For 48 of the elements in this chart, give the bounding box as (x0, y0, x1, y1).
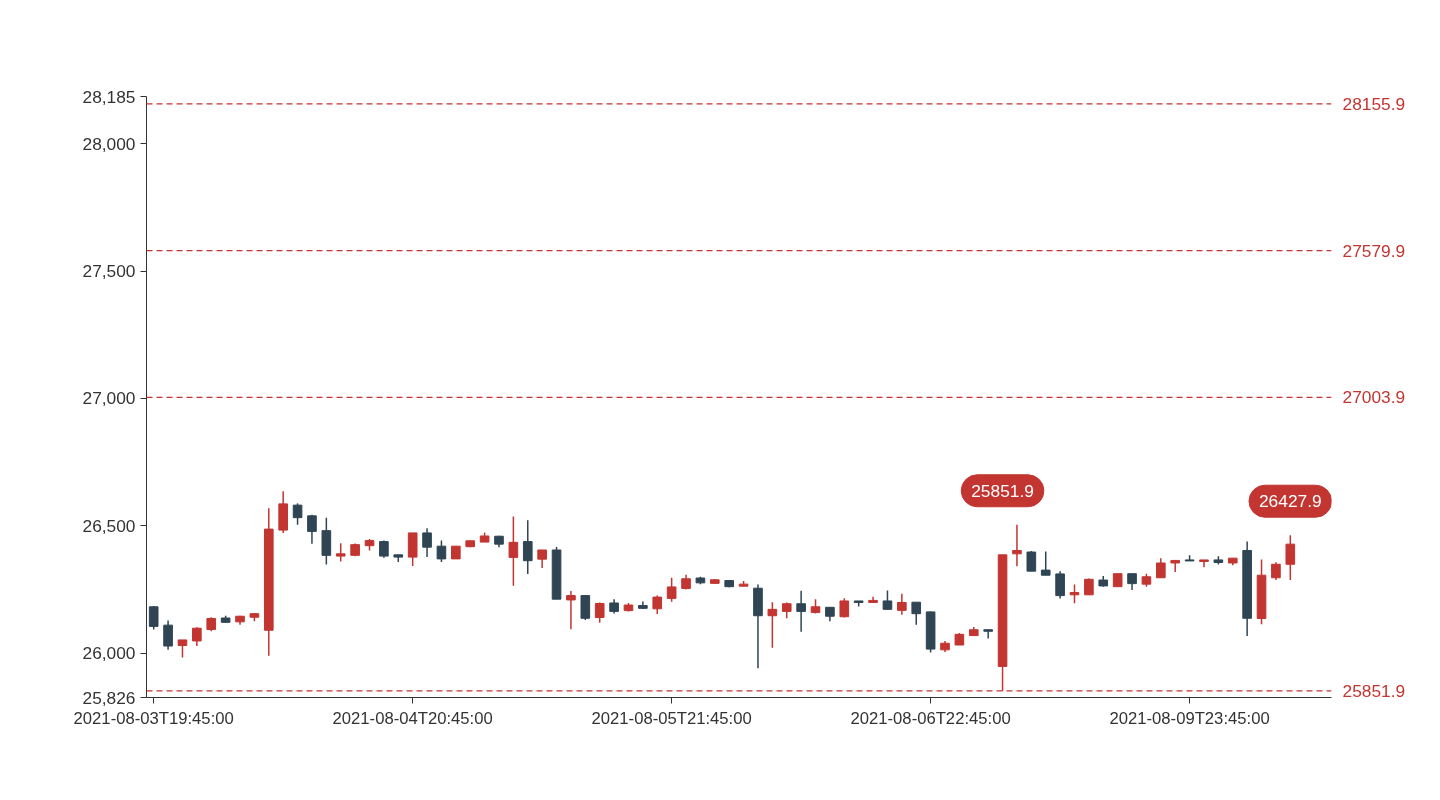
candlestick (1012, 524, 1022, 568)
candlestick (1156, 557, 1166, 579)
y-tick-label: 27,500 (82, 261, 136, 282)
candlestick (148, 605, 159, 631)
candlestick (666, 577, 677, 603)
candlestick (796, 590, 806, 633)
ref-line-label: 27579.9 (1342, 240, 1406, 261)
ref-line-label: 28155.9 (1342, 93, 1406, 114)
candlestick (163, 619, 173, 651)
x-tick-label: 2021-08-03T19:45:00 (73, 708, 234, 728)
candlestick (897, 593, 907, 616)
candlestick (292, 502, 303, 526)
y-tick-label: 28,185 (82, 86, 136, 107)
y-tick-label: 26,500 (82, 515, 136, 536)
candlestick (1170, 559, 1181, 573)
candlestick (839, 597, 850, 619)
candlestick (566, 590, 576, 630)
y-tick-label: 27,000 (82, 388, 136, 409)
candlestick (192, 626, 202, 647)
candlestick (508, 515, 519, 587)
ref-line-label: 25851.9 (1342, 680, 1406, 701)
candlestick (1285, 534, 1296, 581)
annotation: 25851.9 (971, 480, 1034, 501)
y-tick-label: 26,000 (82, 643, 136, 664)
x-tick-label: 2021-08-06T22:45:00 (850, 708, 1011, 728)
candlestick (335, 542, 346, 563)
candlestick (537, 549, 547, 569)
x-tick-label: 2021-08-05T21:45:00 (591, 708, 752, 728)
annotation: 26427.9 (1258, 491, 1322, 512)
x-tick-label: 2021-08-04T20:45:00 (332, 708, 493, 728)
candlestick (522, 519, 533, 575)
candlestick (307, 514, 317, 545)
x-tick-label: 2021-08-09T23:45:00 (1109, 708, 1270, 728)
candlestick (882, 589, 893, 611)
ref-line-label: 27003.9 (1342, 387, 1406, 408)
y-tick-label: 25,826 (82, 687, 136, 708)
candlestick (1040, 550, 1051, 576)
candlestick (580, 594, 591, 621)
candlestick (1026, 550, 1037, 572)
candlestick (911, 601, 922, 626)
candlestick (594, 601, 605, 624)
candlestick (436, 539, 447, 563)
candlestick (1199, 559, 1209, 569)
candlestick (1055, 570, 1065, 600)
candlestick (767, 601, 778, 649)
candlestick (422, 527, 432, 558)
candlestick (983, 628, 993, 640)
y-tick-label: 28,000 (82, 133, 136, 154)
